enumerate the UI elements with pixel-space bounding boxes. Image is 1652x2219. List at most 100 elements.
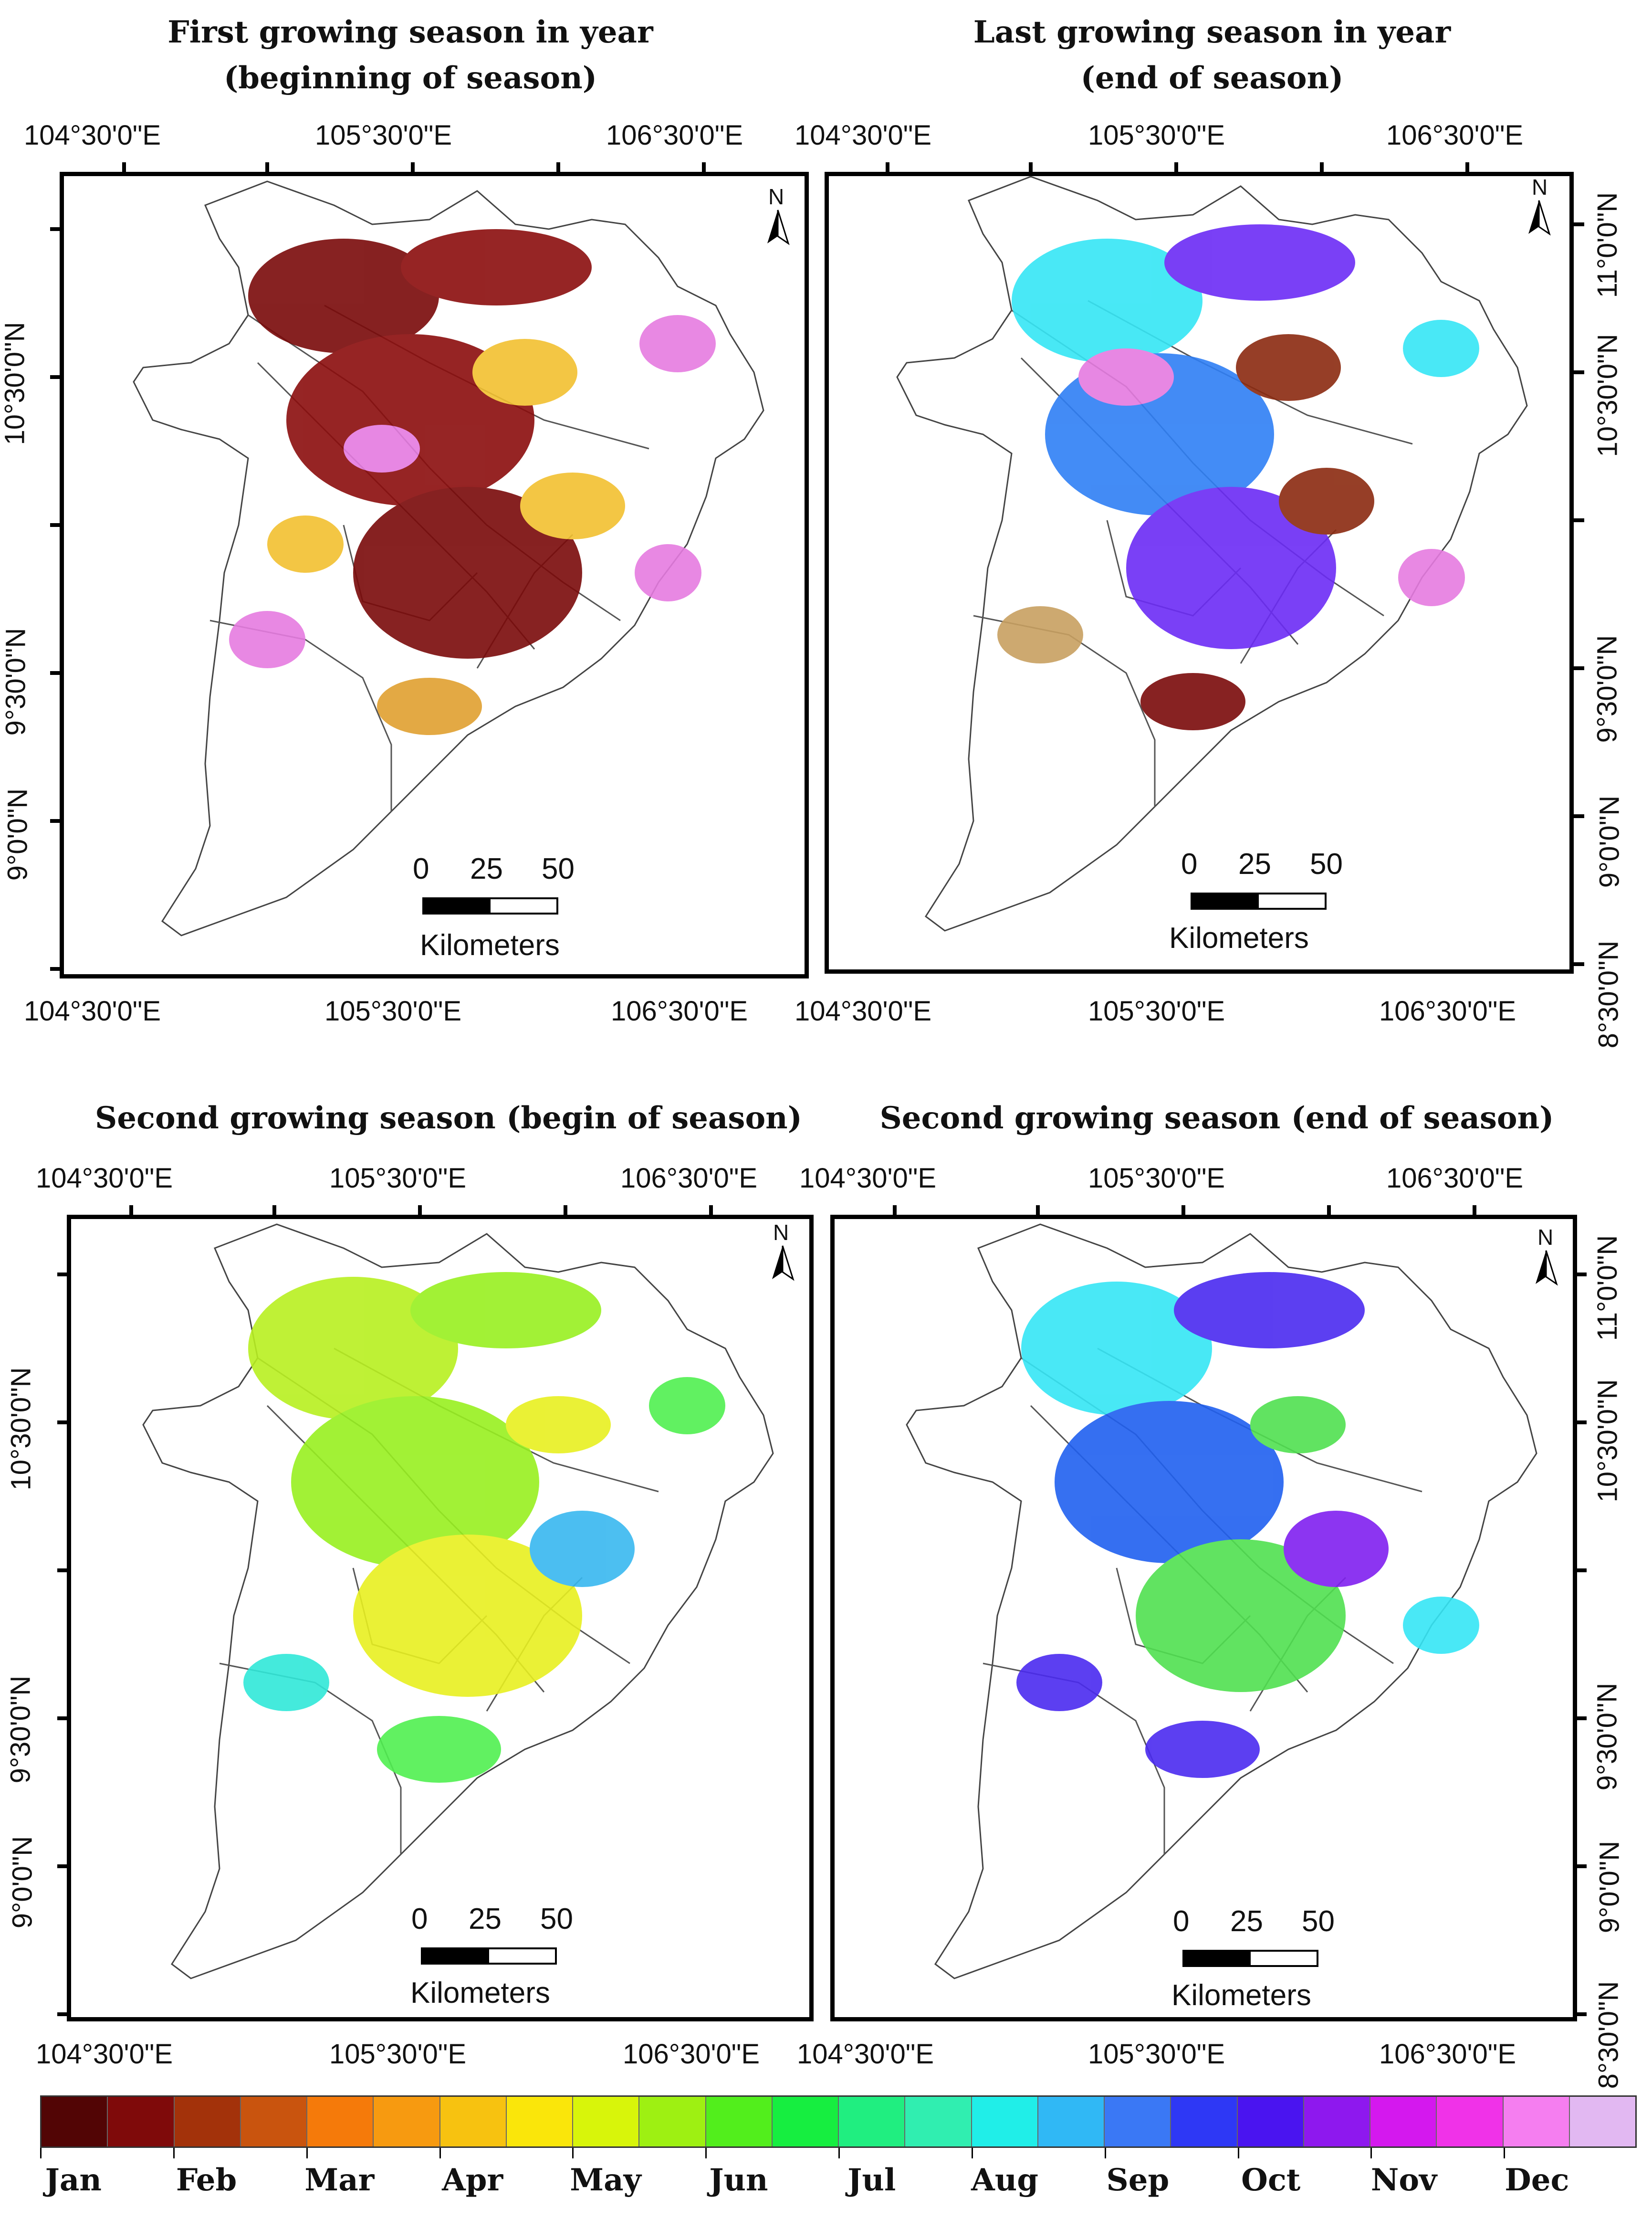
- lon-label: 104°30'0"E: [797, 2039, 934, 2070]
- north-arrow-label: N: [1537, 1225, 1554, 1250]
- legend-swatch: [639, 2097, 706, 2146]
- legend-month-nov: Nov: [1370, 2162, 1437, 2198]
- panel-title: Second growing season (begin of season): [95, 1100, 802, 1136]
- panel-title: Last growing season in year (end of seas…: [973, 14, 1451, 96]
- lon-label: 105°30'0"E: [315, 120, 452, 151]
- panel-title: First growing season in year (beginning …: [167, 14, 653, 96]
- lon-label: 106°30'0"E: [606, 120, 743, 151]
- legend-tick: [1370, 2148, 1372, 2158]
- rice-clusters: [229, 229, 716, 735]
- scale-tick: 25: [470, 852, 503, 885]
- scale-tick: 50: [1310, 848, 1343, 881]
- legend-swatch: [1503, 2097, 1570, 2146]
- lon-label: 106°30'0"E: [1379, 996, 1516, 1027]
- scale-unit: Kilometers: [1169, 922, 1309, 955]
- legend-swatch: [240, 2097, 307, 2146]
- scale-unit: Kilometers: [410, 1977, 550, 2009]
- scale-bar: [421, 1947, 557, 1965]
- legend-swatch: [1171, 2097, 1238, 2146]
- legend-swatch: [1437, 2097, 1504, 2146]
- legend-month-aug: Aug: [971, 2162, 1038, 2198]
- legend-tick: [838, 2148, 840, 2158]
- legend-tick: [439, 2148, 441, 2158]
- scale-tick: 0: [411, 1903, 428, 1935]
- legend-month-jul: Jul: [847, 2162, 896, 2198]
- lon-label: 106°30'0"E: [1386, 1163, 1524, 1194]
- lon-label: 106°30'0"E: [1386, 120, 1524, 151]
- lon-label: 105°30'0"E: [329, 2039, 467, 2070]
- lon-label: 104°30'0"E: [36, 2039, 173, 2070]
- legend-swatch: [1237, 2097, 1304, 2146]
- legend-swatch: [506, 2097, 573, 2146]
- month-color-legend: [40, 2095, 1637, 2148]
- panel-title: Second growing season (end of season): [879, 1100, 1554, 1136]
- map-panel-4: [906, 1223, 1537, 1979]
- scale-tick: 25: [1238, 848, 1271, 881]
- lon-label: 104°30'0"E: [24, 996, 161, 1027]
- legend-swatch: [174, 2097, 241, 2146]
- scale-tick: 50: [542, 852, 575, 885]
- legend-tick: [1237, 2148, 1239, 2158]
- legend-tick: [40, 2148, 42, 2158]
- map-panel-1: [133, 180, 764, 936]
- scale-bar: [1182, 1950, 1318, 1967]
- lon-label: 104°30'0"E: [799, 1163, 937, 1194]
- scale-unit: Kilometers: [1171, 1979, 1311, 2012]
- legend-swatch: [839, 2097, 906, 2146]
- legend-swatch: [706, 2097, 773, 2146]
- legend-swatch: [972, 2097, 1038, 2146]
- legend-tick: [306, 2148, 308, 2158]
- legend-tick: [971, 2148, 973, 2158]
- legend-swatch: [42, 2097, 108, 2146]
- legend-month-apr: Apr: [442, 2162, 503, 2198]
- legend-swatch: [772, 2097, 839, 2146]
- legend-month-feb: Feb: [176, 2162, 237, 2198]
- legend-swatch: [1370, 2097, 1437, 2146]
- scale-tick: 25: [1230, 1905, 1263, 1938]
- legend-swatch: [905, 2097, 972, 2146]
- north-arrow-label: N: [1532, 175, 1548, 200]
- lon-label: 106°30'0"E: [1379, 2039, 1516, 2070]
- lon-label: 106°30'0"E: [611, 996, 748, 1027]
- lon-label: 104°30'0"E: [36, 1163, 173, 1194]
- scale-tick: 25: [469, 1903, 502, 1935]
- legend-month-jun: Jun: [709, 2162, 768, 2198]
- lon-label: 105°30'0"E: [1088, 996, 1225, 1027]
- legend-tick: [173, 2148, 175, 2158]
- scale-tick: 0: [413, 852, 429, 885]
- lon-label: 105°30'0"E: [329, 1163, 467, 1194]
- rice-clusters: [1016, 1272, 1479, 1778]
- north-arrow-label: N: [768, 184, 784, 209]
- lon-label: 105°30'0"E: [1088, 120, 1225, 151]
- scale-unit: Kilometers: [420, 929, 560, 962]
- lon-label: 106°30'0"E: [620, 1163, 758, 1194]
- lon-label: 105°30'0"E: [1088, 1163, 1225, 1194]
- legend-swatch: [440, 2097, 507, 2146]
- legend-swatch: [1569, 2097, 1635, 2146]
- lon-label: 104°30'0"E: [795, 120, 932, 151]
- legend-month-may: May: [570, 2162, 641, 2198]
- legend-swatch: [1038, 2097, 1105, 2146]
- frame-ticks: [50, 162, 1587, 2016]
- lon-label: 104°30'0"E: [795, 996, 932, 1027]
- legend-month-jan: Jan: [45, 2162, 102, 2198]
- scale-bar: [1191, 893, 1327, 910]
- legend-tick: [705, 2148, 707, 2158]
- legend-tick: [572, 2148, 574, 2158]
- legend-swatch: [573, 2097, 640, 2146]
- scale-tick: 0: [1173, 1905, 1190, 1938]
- legend-swatch: [1105, 2097, 1171, 2146]
- legend-swatch: [374, 2097, 440, 2146]
- legend-tick: [1104, 2148, 1106, 2158]
- scale-tick: 0: [1181, 848, 1198, 881]
- legend-swatch: [108, 2097, 175, 2146]
- scale-tick: 50: [1302, 1905, 1335, 1938]
- scale-tick: 50: [540, 1903, 573, 1935]
- lon-label: 105°30'0"E: [1088, 2039, 1225, 2070]
- rice-clusters: [997, 224, 1479, 730]
- legend-month-mar: Mar: [304, 2162, 375, 2198]
- lon-label: 104°30'0"E: [24, 120, 161, 151]
- rice-clusters: [243, 1272, 725, 1783]
- legend-swatch: [1304, 2097, 1370, 2146]
